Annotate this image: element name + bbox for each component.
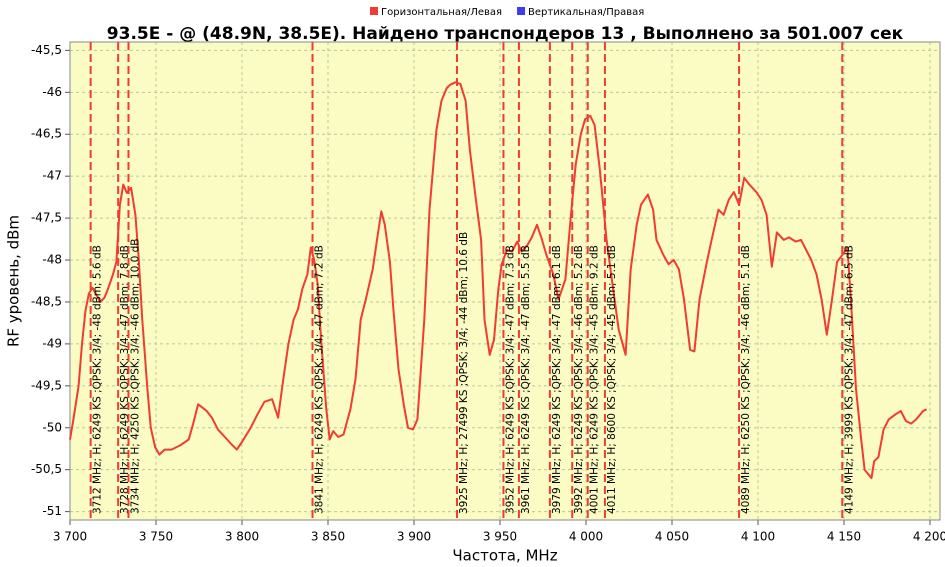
transponder-label: 3925 MHz; H; 27499 KS ;QPSK; 3/4; -44 dB… [458, 232, 470, 514]
y-tick-label: -49,5 [31, 378, 62, 392]
plot-area [70, 42, 940, 520]
transponder-label: 3952 MHz; H; 6249 KS ;QPSK; 3/4; -47 dBm… [504, 245, 516, 514]
x-tick-label: 4 150 [827, 530, 861, 544]
transponder-label: 3979 MHz; H; 6249 KS ;QPSK; 3/4; -47 dBm… [551, 245, 563, 514]
transponder-label: 3961 MHz; H; 6249 KS ;QPSK; 3/4; -47 dBm… [520, 245, 532, 514]
y-tick-label: -51 [42, 504, 62, 518]
x-tick-label: 3 850 [311, 530, 345, 544]
x-tick-label: 4 050 [655, 530, 689, 544]
y-tick-label: -47 [42, 169, 62, 183]
transponder-label: 3734 MHz; H; 4250 KS ;QPSK; 3/4; -46 dBm… [129, 239, 141, 515]
y-tick-label: -48,5 [31, 294, 62, 308]
x-tick-label: 3 800 [225, 530, 259, 544]
plot-frame [69, 41, 941, 521]
y-tick-label: -48 [42, 253, 62, 267]
y-tick-label: -46 [42, 85, 62, 99]
y-tick-label: -47,5 [31, 211, 62, 225]
transponder-label: 4089 MHz; H; 6250 KS ;QPSK; 3/4; -46 dBm… [740, 245, 752, 514]
series-line [69, 81, 928, 480]
y-tick-label: -45,5 [31, 43, 62, 57]
x-tick-label: 3 750 [139, 530, 173, 544]
y-tick-label: -46,5 [31, 127, 62, 141]
x-tick-label: 3 700 [53, 530, 87, 544]
y-tick-label: -49 [42, 336, 62, 350]
legend-label: Горизонтальная/Левая [381, 7, 502, 18]
x-axis-label: Частота, MHz [452, 547, 557, 565]
x-tick-label: 3 900 [397, 530, 431, 544]
transponder-label: 4011 MHz; H; 8600 KS ;QPSK; 3/4; -45 dBm… [606, 245, 618, 514]
transponder-label: 3992 MHz; H; 6249 KS ;QPSK; 3/4; -46 dBm… [573, 245, 585, 514]
transponder-label: 4001 MHz; H; 6249 KS ;QPSK; 3/4; -45 dBm… [589, 245, 601, 514]
transponder-label: 3712 MHz; H; 6249 KS ;QPSK; 3/4; -48 dBm… [92, 245, 104, 514]
legend-label: Вертикальная/Правая [528, 7, 644, 18]
x-tick-label: 4 100 [741, 530, 775, 544]
legend-swatch [370, 7, 378, 15]
y-axis-label: RF уровень, dBm [5, 215, 23, 347]
x-tick-label: 3 950 [483, 530, 517, 544]
y-tick-label: -50 [42, 420, 62, 434]
chart-title: 93.5E - @ (48.9N, 38.5E). Найдено трансп… [107, 24, 904, 44]
transponder-label: 4149 MHz; H; 3999 KS ;QPSK; 3/4; -47 dBm… [843, 245, 855, 514]
x-tick-label: 4 000 [569, 530, 603, 544]
x-tick-label: 4 200 [913, 530, 945, 544]
legend-swatch [517, 7, 526, 15]
y-tick-label: -50,5 [31, 462, 62, 476]
transponder-label: 3841 MHz; H; 6249 KS ;QPSK; 3/4; -47 dBm… [314, 245, 326, 514]
